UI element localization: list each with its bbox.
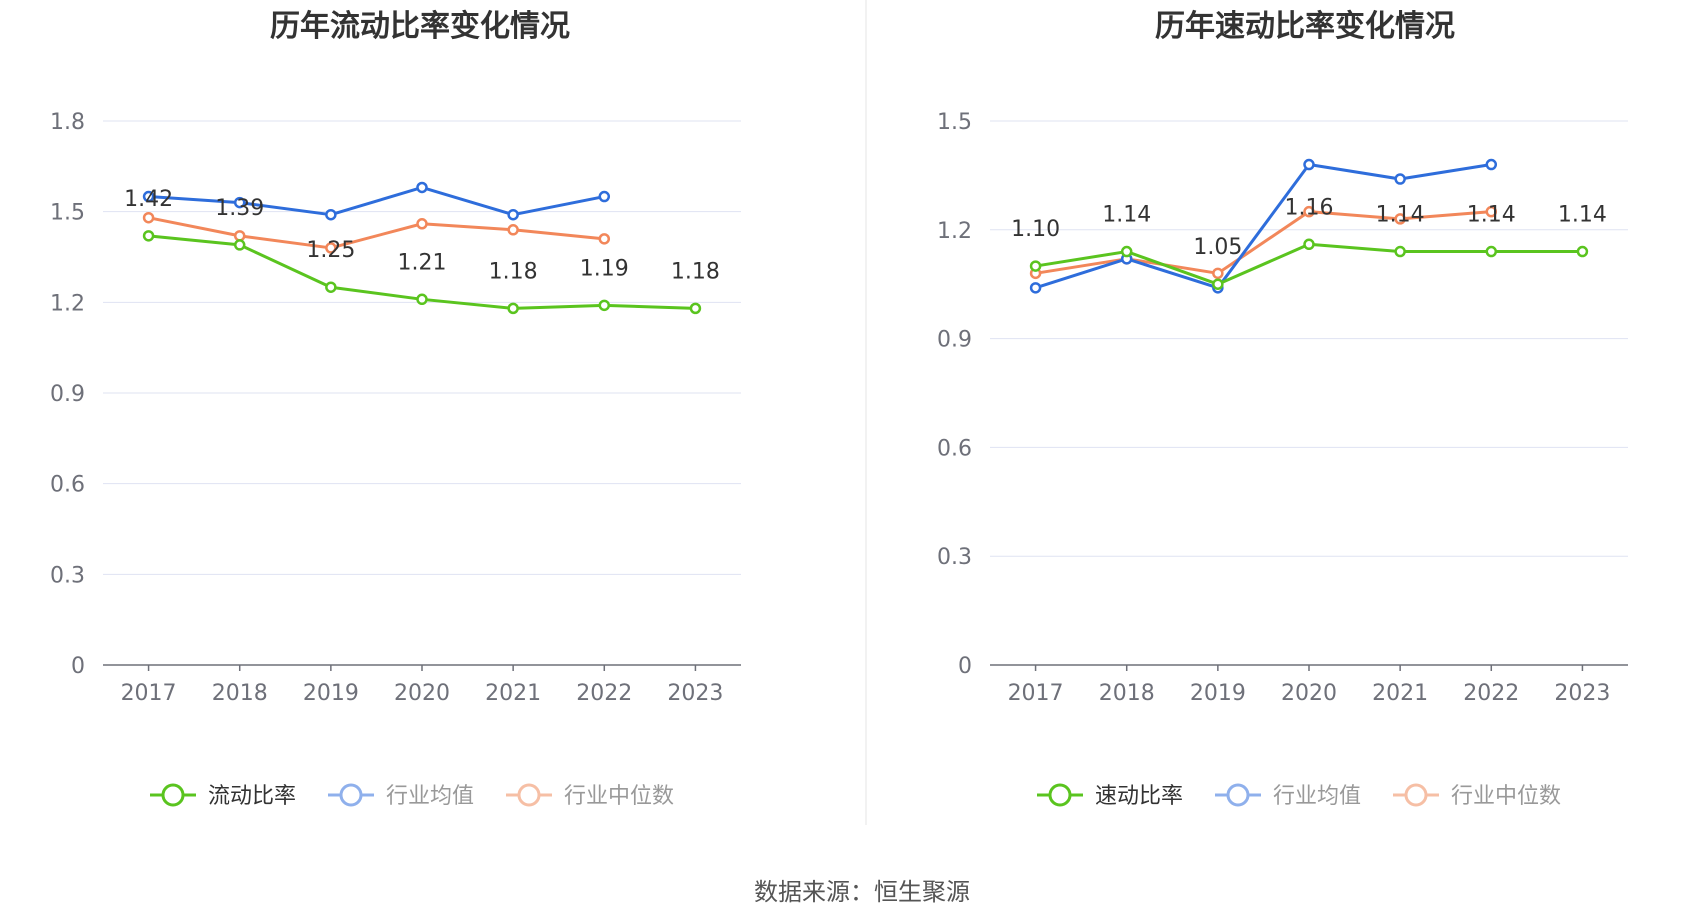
data-point (233, 230, 246, 242)
legend-label: 行业均值 (1273, 784, 1361, 809)
legend-marker (1404, 783, 1428, 807)
y-tick-label: 0.3 (50, 563, 85, 588)
data-point (689, 302, 702, 315)
data-point (142, 190, 155, 203)
series-line (1035, 163, 1492, 290)
legend-marker (161, 783, 185, 807)
legend-label: 行业中位数 (1451, 784, 1561, 809)
legend-marker (1048, 783, 1072, 807)
x-tick-label: 2019 (303, 681, 359, 706)
legend-marker (1226, 783, 1250, 807)
y-tick-label: 0.9 (50, 382, 85, 407)
data-point (507, 208, 519, 221)
x-tick-label: 2022 (576, 681, 632, 706)
data-point (416, 181, 428, 194)
data-point (1120, 245, 1133, 258)
legend-label: 流动比率 (208, 784, 296, 809)
data-point (1394, 173, 1406, 185)
data-point (233, 196, 246, 209)
data-label: 1.05 (1193, 235, 1242, 260)
series-line (148, 216, 605, 250)
data-point (1029, 282, 1042, 294)
data-point (1485, 205, 1498, 218)
data-point (598, 233, 611, 245)
data-point (1303, 158, 1315, 171)
data-point (1303, 205, 1315, 218)
legend-label: 速动比率 (1095, 784, 1183, 809)
data-point (1029, 260, 1042, 272)
source-label: 数据来源：恒生聚源 (754, 878, 970, 906)
data-label: 1.10 (1011, 217, 1060, 242)
series-line (148, 185, 605, 217)
data-point (598, 299, 611, 312)
data-point (416, 293, 428, 306)
data-label: 1.25 (306, 238, 355, 263)
data-label: 1.16 (1285, 195, 1334, 220)
y-tick-label: 1.5 (50, 201, 85, 226)
y-tick-label: 1.5 (937, 110, 972, 135)
data-point (1576, 245, 1589, 258)
data-label: 1.39 (215, 196, 264, 221)
data-label: 1.42 (124, 187, 173, 212)
data-point (233, 239, 246, 251)
series-line (1035, 242, 1583, 286)
data-point (416, 218, 428, 230)
y-tick-label: 0.3 (937, 545, 972, 570)
data-point (1212, 278, 1224, 290)
data-point (1485, 245, 1498, 258)
legend-label: 行业中位数 (564, 784, 674, 809)
x-tick-label: 2023 (667, 681, 723, 706)
chart-title: 历年速动比率变化情况 (1155, 9, 1455, 44)
x-tick-label: 2020 (394, 681, 450, 706)
data-point (142, 230, 155, 242)
data-point (325, 281, 337, 293)
quick-ratio-chart: 历年速动比率变化情况 0 0.3 0.6 0.9 1.2 1.5 2017 2018 2019 20… (937, 9, 1628, 809)
data-label: 1.21 (398, 250, 447, 275)
data-point (325, 208, 337, 221)
data-label: 1.14 (1558, 203, 1607, 228)
chart-title: 历年流动比率变化情况 (270, 9, 570, 44)
y-tick-label: 0 (71, 654, 85, 679)
y-tick-label: 0.9 (937, 328, 972, 353)
y-tick-label: 1.8 (50, 110, 85, 135)
y-tick-label: 0.6 (937, 436, 972, 461)
legend-marker (339, 783, 363, 807)
x-tick-label: 2021 (485, 681, 541, 706)
x-tick-label: 2017 (121, 681, 177, 706)
data-point (507, 224, 519, 236)
data-point (1212, 267, 1224, 280)
legend-label: 行业均值 (386, 784, 474, 809)
x-tick-label: 2022 (1463, 681, 1519, 706)
data-label: 1.14 (1102, 203, 1151, 228)
data-point (598, 190, 611, 203)
data-label: 1.14 (1376, 203, 1425, 228)
current-ratio-chart: 历年流动比率变化情况 0 0.3 0.6 0.9 1.2 1.5 1.8 2017 2018 201… (50, 9, 741, 809)
data-point (1303, 238, 1315, 251)
legend-marker (517, 783, 541, 807)
y-tick-label: 0 (958, 654, 972, 679)
x-tick-label: 2017 (1008, 681, 1064, 706)
data-point (1394, 245, 1406, 258)
data-point (142, 211, 155, 224)
x-tick-label: 2020 (1281, 681, 1337, 706)
data-label: 1.18 (671, 259, 720, 284)
x-tick-label: 2018 (1099, 681, 1155, 706)
data-point (507, 302, 519, 315)
y-tick-label: 0.6 (50, 473, 85, 498)
data-label: 1.19 (580, 256, 629, 281)
data-point (325, 242, 337, 254)
data-point (1485, 158, 1498, 171)
y-tick-label: 1.2 (50, 291, 85, 316)
data-label: 1.18 (489, 259, 538, 284)
data-point (1394, 213, 1406, 225)
x-tick-label: 2018 (212, 681, 268, 706)
x-tick-label: 2021 (1372, 681, 1428, 706)
x-tick-label: 2023 (1554, 681, 1610, 706)
data-label: 1.14 (1467, 203, 1516, 228)
series-line (1035, 210, 1492, 275)
y-tick-label: 1.2 (937, 219, 972, 244)
x-tick-label: 2019 (1190, 681, 1246, 706)
